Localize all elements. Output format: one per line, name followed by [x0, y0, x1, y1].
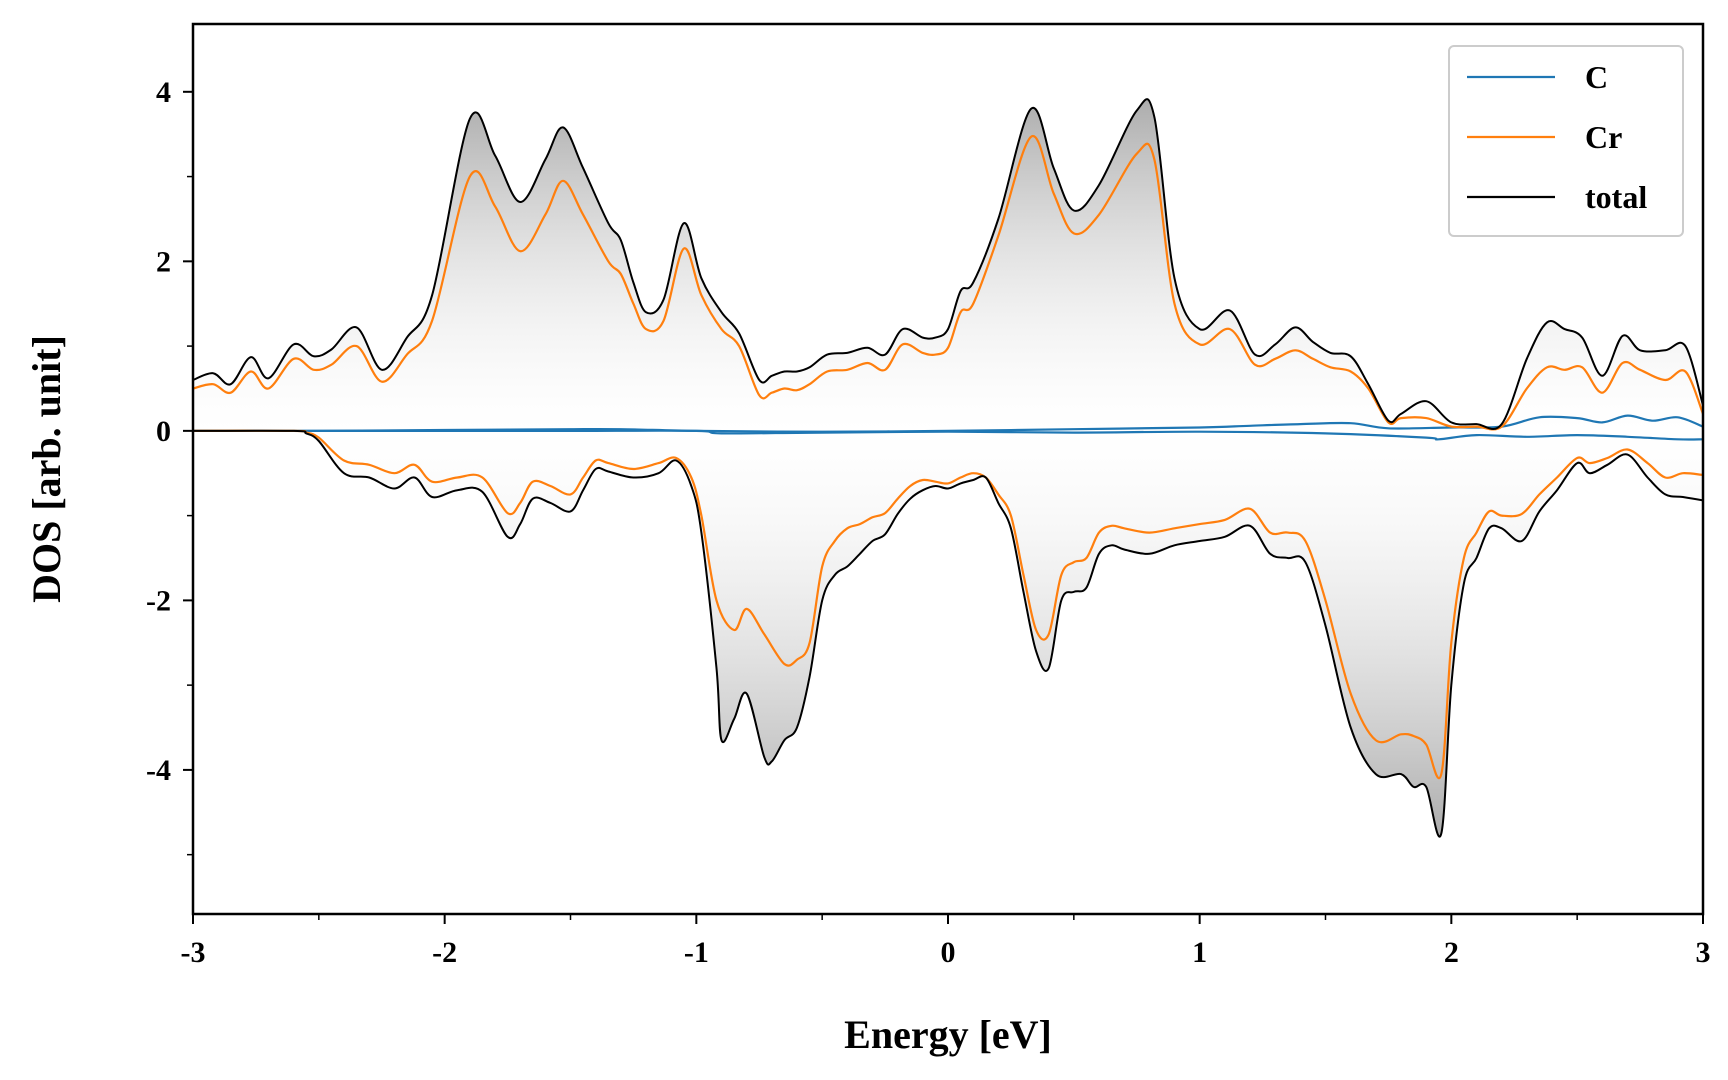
x-axis-title: Energy [eV] — [844, 1012, 1052, 1057]
x-tick-label: -2 — [432, 936, 457, 969]
y-tick-label: -4 — [146, 754, 171, 787]
x-tick-label: 3 — [1696, 936, 1711, 969]
dos-fill-layer — [193, 99, 1703, 837]
series-total-up — [193, 98, 1703, 430]
x-axis-ticks: -3 -2 -1 0 1 2 3 — [181, 914, 1711, 969]
y-tick-label: 0 — [156, 415, 171, 448]
legend-label-c: C — [1585, 59, 1608, 95]
y-axis-title: DOS [arb. unit] — [24, 335, 69, 603]
x-tick-label: 2 — [1444, 936, 1459, 969]
series-cr-up — [193, 135, 1703, 431]
legend: C Cr total — [1448, 45, 1684, 237]
y-tick-label: 2 — [156, 245, 171, 278]
legend-label-cr: Cr — [1585, 119, 1622, 155]
y-tick-label: 4 — [156, 76, 171, 109]
series-c-down — [193, 429, 1703, 441]
x-tick-label: 1 — [1192, 936, 1207, 969]
x-tick-label: 0 — [941, 936, 956, 969]
series-cr-down — [193, 429, 1703, 780]
series-c-up — [193, 414, 1703, 433]
series-layer — [193, 98, 1703, 838]
fill-total-down — [193, 430, 1703, 837]
x-tick-label: -3 — [181, 936, 206, 969]
legend-label-total: total — [1585, 179, 1647, 215]
y-tick-label: -2 — [146, 584, 171, 617]
series-total-down — [193, 429, 1703, 838]
fill-total-up — [193, 99, 1703, 431]
x-tick-label: -1 — [684, 936, 709, 969]
legend-frame — [1448, 45, 1684, 237]
y-axis-ticks: -4 -2 0 2 4 — [146, 76, 193, 856]
